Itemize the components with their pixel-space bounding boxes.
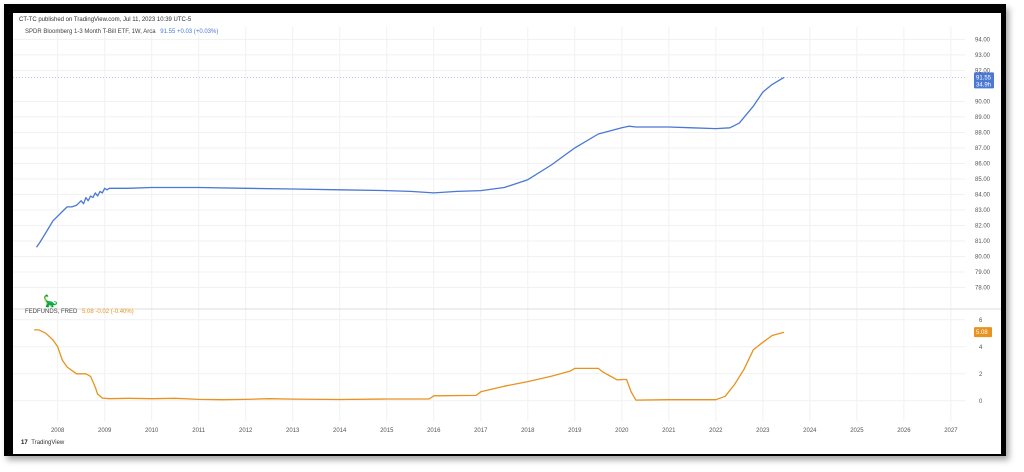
top-y-tick-label: 88.00 (975, 130, 991, 136)
top-y-tick-label: 81.00 (975, 239, 991, 245)
top-y-tick-label: 83.00 (975, 208, 991, 214)
publish-info: CT-TC published on TradingView.com, Jul … (19, 17, 192, 23)
top-symbol-value: 91.55 +0.03 (+0.03%) (160, 29, 219, 35)
x-tick-label: 2023 (756, 428, 770, 434)
top-y-tick-label: 94.00 (975, 37, 991, 43)
x-tick-label: 2010 (145, 428, 159, 434)
fedfunds-badge-value: 5.08 (976, 330, 988, 336)
x-tick-label: 2025 (850, 428, 864, 434)
last-price-value: 91.55 (976, 75, 992, 81)
x-tick-label: 2021 (662, 428, 676, 434)
top-y-tick-label: 85.00 (975, 177, 991, 183)
x-tick-label: 2024 (803, 428, 817, 434)
x-tick-label: 2022 (709, 428, 723, 434)
bottom-y-tick-label: 4 (979, 345, 983, 351)
fedfunds-badge (974, 327, 992, 338)
top-y-tick-label: 86.00 (975, 161, 991, 167)
chart-canvas[interactable]: 2008 2009 2010 2011 2012 2013 2014 2015 2016 2017… (13, 13, 1001, 454)
x-tick-label: 2018 (521, 428, 535, 434)
bottom-y-tick-label: 2 (979, 372, 983, 378)
x-tick-label: 2017 (474, 428, 488, 434)
top-y-tick-label: 80.00 (975, 254, 991, 260)
top-pane-legend[interactable]: SPDR Bloomberg 1-3 Month T-Bill ETF, 1W,… (25, 29, 218, 35)
top-y-tick-label: 84.00 (975, 192, 991, 198)
x-tick-label: 2016 (427, 428, 441, 434)
x-tick-label: 2009 (98, 428, 112, 434)
screenshot-frame: CT-TC published on TradingView.com, Jul … (4, 4, 1006, 456)
bottom-symbol-value: 5.08 -0.02 (-0.40%) (82, 309, 134, 315)
bottom-symbol-name: FEDFUNDS, FRED (25, 309, 78, 315)
top-y-tick-label: 87.00 (975, 146, 991, 152)
tradingview-logo-icon: 17 (21, 440, 28, 446)
last-price-countdown: 34.9h (976, 82, 991, 88)
fedfunds-line (34, 329, 785, 401)
bottom-y-tick-label: 6 (979, 318, 983, 324)
top-y-tick-label: 82.00 (975, 223, 991, 229)
top-y-tick-label: 92.00 (975, 68, 991, 74)
top-y-tick-label: 90.00 (975, 99, 991, 105)
x-tick-label: 2015 (380, 428, 394, 434)
x-tick-label: 2014 (333, 428, 347, 434)
top-y-tick-label: 93.00 (975, 53, 991, 59)
x-tick-label: 2013 (286, 428, 300, 434)
spdr-price-line (35, 76, 785, 248)
x-tick-label: 2020 (615, 428, 629, 434)
x-tick-label: 2026 (897, 428, 911, 434)
x-tick-label: 2011 (192, 428, 206, 434)
x-tick-label: 2012 (239, 428, 253, 434)
tradingview-brand[interactable]: 17 TradingView (21, 440, 64, 446)
top-y-tick-label: 78.00 (975, 285, 991, 291)
dinosaur-icon: 🦕 (43, 294, 58, 308)
bottom-pane-legend[interactable]: FEDFUNDS, FRED 5.08 -0.02 (-0.40%) (25, 309, 134, 315)
brand-label: TradingView (31, 440, 65, 446)
last-price-badge (974, 72, 994, 89)
x-tick-label: 2019 (568, 428, 582, 434)
top-y-tick-label: 89.00 (975, 115, 991, 121)
x-tick-label: 2027 (944, 428, 958, 434)
x-tick-label: 2008 (51, 428, 65, 434)
top-symbol-name: SPDR Bloomberg 1-3 Month T-Bill ETF, 1W,… (25, 29, 156, 35)
chart-card: CT-TC published on TradingView.com, Jul … (13, 13, 1001, 454)
bottom-y-tick-label: 0 (979, 399, 983, 405)
top-y-tick-label: 79.00 (975, 270, 991, 276)
